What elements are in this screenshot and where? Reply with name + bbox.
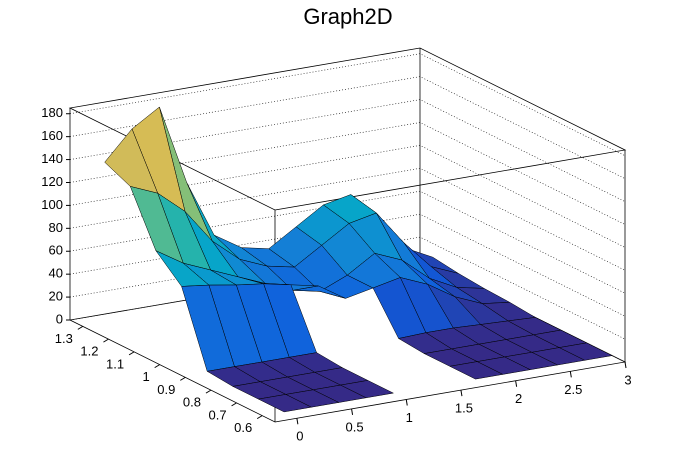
y-tick <box>180 376 186 381</box>
x-tick-label: 2.5 <box>564 382 582 397</box>
y-tick-label: 0.8 <box>183 395 201 410</box>
grid-line <box>69 213 626 317</box>
z-tick-label: 120 <box>41 174 63 189</box>
grid-line <box>69 236 626 340</box>
x-tick-label: 1.5 <box>455 401 473 416</box>
y-tick <box>103 338 109 343</box>
surface-cell <box>257 394 313 413</box>
y-tick <box>231 402 237 407</box>
z-tick-label: 40 <box>49 266 63 281</box>
y-tick-label: 0.9 <box>157 382 175 397</box>
y-tick-label: 0.6 <box>234 420 252 435</box>
grid-line <box>69 190 626 294</box>
z-tick-label: 140 <box>41 151 63 166</box>
z-tick-label: 160 <box>41 128 63 143</box>
y-tick-label: 1.3 <box>55 331 73 346</box>
z-tick-label: 180 <box>41 105 63 120</box>
chart-title: Graph2D <box>303 4 392 29</box>
y-tick-label: 0.7 <box>208 407 226 422</box>
z-tick-label: 80 <box>49 220 63 235</box>
y-tick <box>77 325 84 330</box>
x-tick-label: 2 <box>515 391 522 406</box>
x-tick <box>351 408 354 415</box>
grid-line <box>69 145 626 248</box>
z-tick-label: 100 <box>41 197 63 212</box>
x-tick <box>460 390 463 397</box>
x-tick-label: 1 <box>406 410 413 425</box>
y-tick-label: 1.2 <box>80 344 98 359</box>
x-tick <box>296 418 299 425</box>
x-tick <box>405 399 408 406</box>
surface-cell <box>449 361 504 380</box>
x-tick-label: 0 <box>296 429 303 444</box>
y-tick <box>256 415 263 420</box>
z-tick-label: 20 <box>49 289 63 304</box>
grid-line <box>69 167 626 271</box>
z-tick-label: 0 <box>56 311 63 326</box>
x-tick <box>515 380 518 387</box>
grid-line <box>69 122 626 225</box>
y-tick <box>128 351 135 356</box>
grid-line <box>69 53 626 156</box>
x-tick <box>624 361 627 369</box>
y-tick-label: 1.1 <box>106 356 124 371</box>
y-tick <box>205 389 212 394</box>
grid-line <box>69 76 626 179</box>
x-tick-label: 0.5 <box>346 419 364 434</box>
x-tick <box>569 371 572 378</box>
y-tick <box>154 364 160 369</box>
y-tick-label: 1 <box>142 369 149 384</box>
z-tick-label: 60 <box>49 243 63 258</box>
x-tick-label: 3 <box>624 372 631 387</box>
grid-line <box>69 99 626 202</box>
